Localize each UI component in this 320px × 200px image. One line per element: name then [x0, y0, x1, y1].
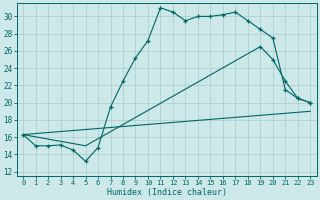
X-axis label: Humidex (Indice chaleur): Humidex (Indice chaleur) — [107, 188, 227, 197]
